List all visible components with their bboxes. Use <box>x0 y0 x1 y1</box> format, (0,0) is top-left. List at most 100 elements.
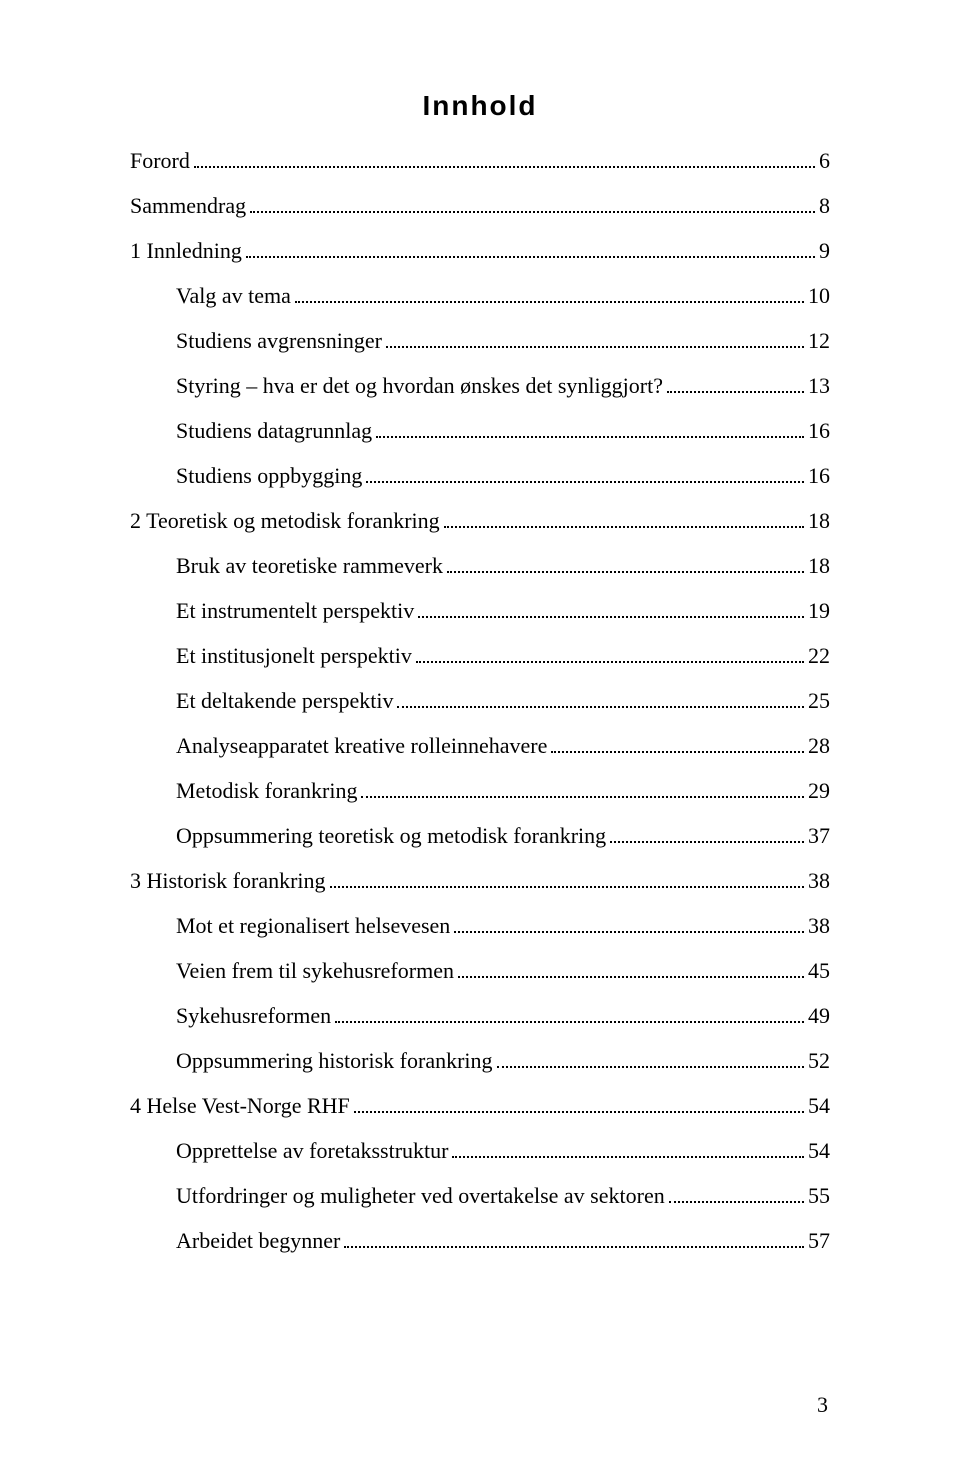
toc-row: Metodisk forankring 29 <box>176 780 830 803</box>
toc-leader-dots <box>250 211 815 213</box>
toc-entry-page: 57 <box>808 1230 830 1252</box>
toc-row: Sammendrag 8 <box>130 195 830 218</box>
toc-row: Mot et regionalisert helsevesen 38 <box>176 915 830 938</box>
toc-row: Et institusjonelt perspektiv 22 <box>176 645 830 668</box>
toc-entry-page: 12 <box>808 330 830 352</box>
toc-heading: Innhold <box>130 90 830 122</box>
toc-entry-label: Bruk av teoretiske rammeverk <box>176 555 443 577</box>
toc-leader-dots <box>335 1021 804 1023</box>
toc-row: 1 Innledning 9 <box>130 240 830 263</box>
toc-entry-label: Oppsummering teoretisk og metodisk foran… <box>176 825 606 847</box>
toc-row: Analyseapparatet kreative rolleinnehaver… <box>176 735 830 758</box>
toc-row: Styring – hva er det og hvordan ønskes d… <box>176 375 830 398</box>
toc-entry-label: Analyseapparatet kreative rolleinnehaver… <box>176 735 547 757</box>
toc-row: Bruk av teoretiske rammeverk 18 <box>176 555 830 578</box>
toc-entry-page: 38 <box>808 915 830 937</box>
toc-entry-label: Et institusjonelt perspektiv <box>176 645 412 667</box>
toc-row: Oppsummering teoretisk og metodisk foran… <box>176 825 830 848</box>
toc-leader-dots <box>194 166 815 168</box>
toc-entry-label: Mot et regionalisert helsevesen <box>176 915 450 937</box>
toc-leader-dots <box>246 256 815 258</box>
toc-entry-label: Et deltakende perspektiv <box>176 690 393 712</box>
toc-leader-dots <box>330 886 804 888</box>
toc-row: Opprettelse av foretaksstruktur 54 <box>176 1140 830 1163</box>
toc-leader-dots <box>610 841 804 843</box>
toc-entry-page: 16 <box>808 465 830 487</box>
toc-leader-dots <box>551 751 804 753</box>
toc-row: Studiens oppbygging 16 <box>176 465 830 488</box>
toc-leader-dots <box>458 976 804 978</box>
toc-entry-label: Studiens oppbygging <box>176 465 362 487</box>
toc-entry-label: Sammendrag <box>130 195 246 217</box>
toc-leader-dots <box>497 1066 804 1068</box>
toc-leader-dots <box>376 436 804 438</box>
toc-leader-dots <box>354 1111 804 1113</box>
toc-leader-dots <box>344 1246 804 1248</box>
toc-entry-page: 13 <box>808 375 830 397</box>
toc-row: Et deltakende perspektiv 25 <box>176 690 830 713</box>
toc-entry-page: 19 <box>808 600 830 622</box>
toc-entry-label: 3 Historisk forankring <box>130 870 326 892</box>
toc-entry-label: Studiens datagrunnlag <box>176 420 372 442</box>
toc-row: Oppsummering historisk forankring 52 <box>176 1050 830 1073</box>
toc-entry-label: Opprettelse av foretaksstruktur <box>176 1140 448 1162</box>
toc-entry-label: Veien frem til sykehusreformen <box>176 960 454 982</box>
toc-entry-page: 9 <box>819 240 830 262</box>
toc-entry-label: Metodisk forankring <box>176 780 357 802</box>
toc-entry-label: Valg av tema <box>176 285 291 307</box>
toc-row: Studiens avgrensninger 12 <box>176 330 830 353</box>
toc-entry-page: 10 <box>808 285 830 307</box>
toc-leader-dots <box>386 346 804 348</box>
toc-row: 3 Historisk forankring 38 <box>130 870 830 893</box>
toc-leader-dots <box>361 796 804 798</box>
toc-entry-page: 54 <box>808 1095 830 1117</box>
toc-leader-dots <box>454 931 804 933</box>
toc-leader-dots <box>667 391 804 393</box>
toc-entry-page: 8 <box>819 195 830 217</box>
page-number: 3 <box>817 1392 828 1418</box>
toc-entry-label: 1 Innledning <box>130 240 242 262</box>
toc-row: Veien frem til sykehusreformen 45 <box>176 960 830 983</box>
toc-row: Et instrumentelt perspektiv 19 <box>176 600 830 623</box>
toc-entry-page: 25 <box>808 690 830 712</box>
toc-entry-page: 29 <box>808 780 830 802</box>
toc-entry-label: Sykehusreformen <box>176 1005 331 1027</box>
toc-entry-label: 4 Helse Vest-Norge RHF <box>130 1095 350 1117</box>
toc-entry-page: 6 <box>819 150 830 172</box>
toc-entry-page: 38 <box>808 870 830 892</box>
toc-entry-label: Arbeidet begynner <box>176 1230 340 1252</box>
toc-leader-dots <box>366 481 804 483</box>
toc-leader-dots <box>295 301 804 303</box>
toc-entry-label: Utfordringer og muligheter ved overtakel… <box>176 1185 665 1207</box>
toc-leader-dots <box>444 526 804 528</box>
toc-list: Forord 6 Sammendrag 8 1 Innledning 9 Valg av t… <box>130 150 830 1253</box>
toc-entry-page: 16 <box>808 420 830 442</box>
toc-entry-page: 28 <box>808 735 830 757</box>
toc-page: Innhold Forord 6 Sammendrag 8 1 Innledning 9 V… <box>0 0 960 1335</box>
toc-entry-page: 49 <box>808 1005 830 1027</box>
toc-leader-dots <box>416 661 804 663</box>
toc-entry-page: 37 <box>808 825 830 847</box>
toc-entry-page: 55 <box>808 1185 830 1207</box>
toc-entry-label: Et instrumentelt perspektiv <box>176 600 414 622</box>
toc-leader-dots <box>447 571 804 573</box>
toc-row: 4 Helse Vest-Norge RHF 54 <box>130 1095 830 1118</box>
toc-leader-dots <box>669 1201 804 1203</box>
toc-entry-page: 52 <box>808 1050 830 1072</box>
toc-row: Forord 6 <box>130 150 830 173</box>
toc-entry-page: 54 <box>808 1140 830 1162</box>
toc-entry-label: Forord <box>130 150 190 172</box>
toc-row: Sykehusreformen 49 <box>176 1005 830 1028</box>
toc-entry-page: 45 <box>808 960 830 982</box>
toc-leader-dots <box>397 706 804 708</box>
toc-entry-page: 22 <box>808 645 830 667</box>
toc-row: Valg av tema 10 <box>176 285 830 308</box>
toc-entry-page: 18 <box>808 510 830 532</box>
toc-entry-label: Oppsummering historisk forankring <box>176 1050 493 1072</box>
toc-entry-label: 2 Teoretisk og metodisk forankring <box>130 510 440 532</box>
toc-entry-page: 18 <box>808 555 830 577</box>
toc-row: Studiens datagrunnlag 16 <box>176 420 830 443</box>
toc-entry-label: Studiens avgrensninger <box>176 330 382 352</box>
toc-leader-dots <box>418 616 804 618</box>
toc-entry-label: Styring – hva er det og hvordan ønskes d… <box>176 375 663 397</box>
